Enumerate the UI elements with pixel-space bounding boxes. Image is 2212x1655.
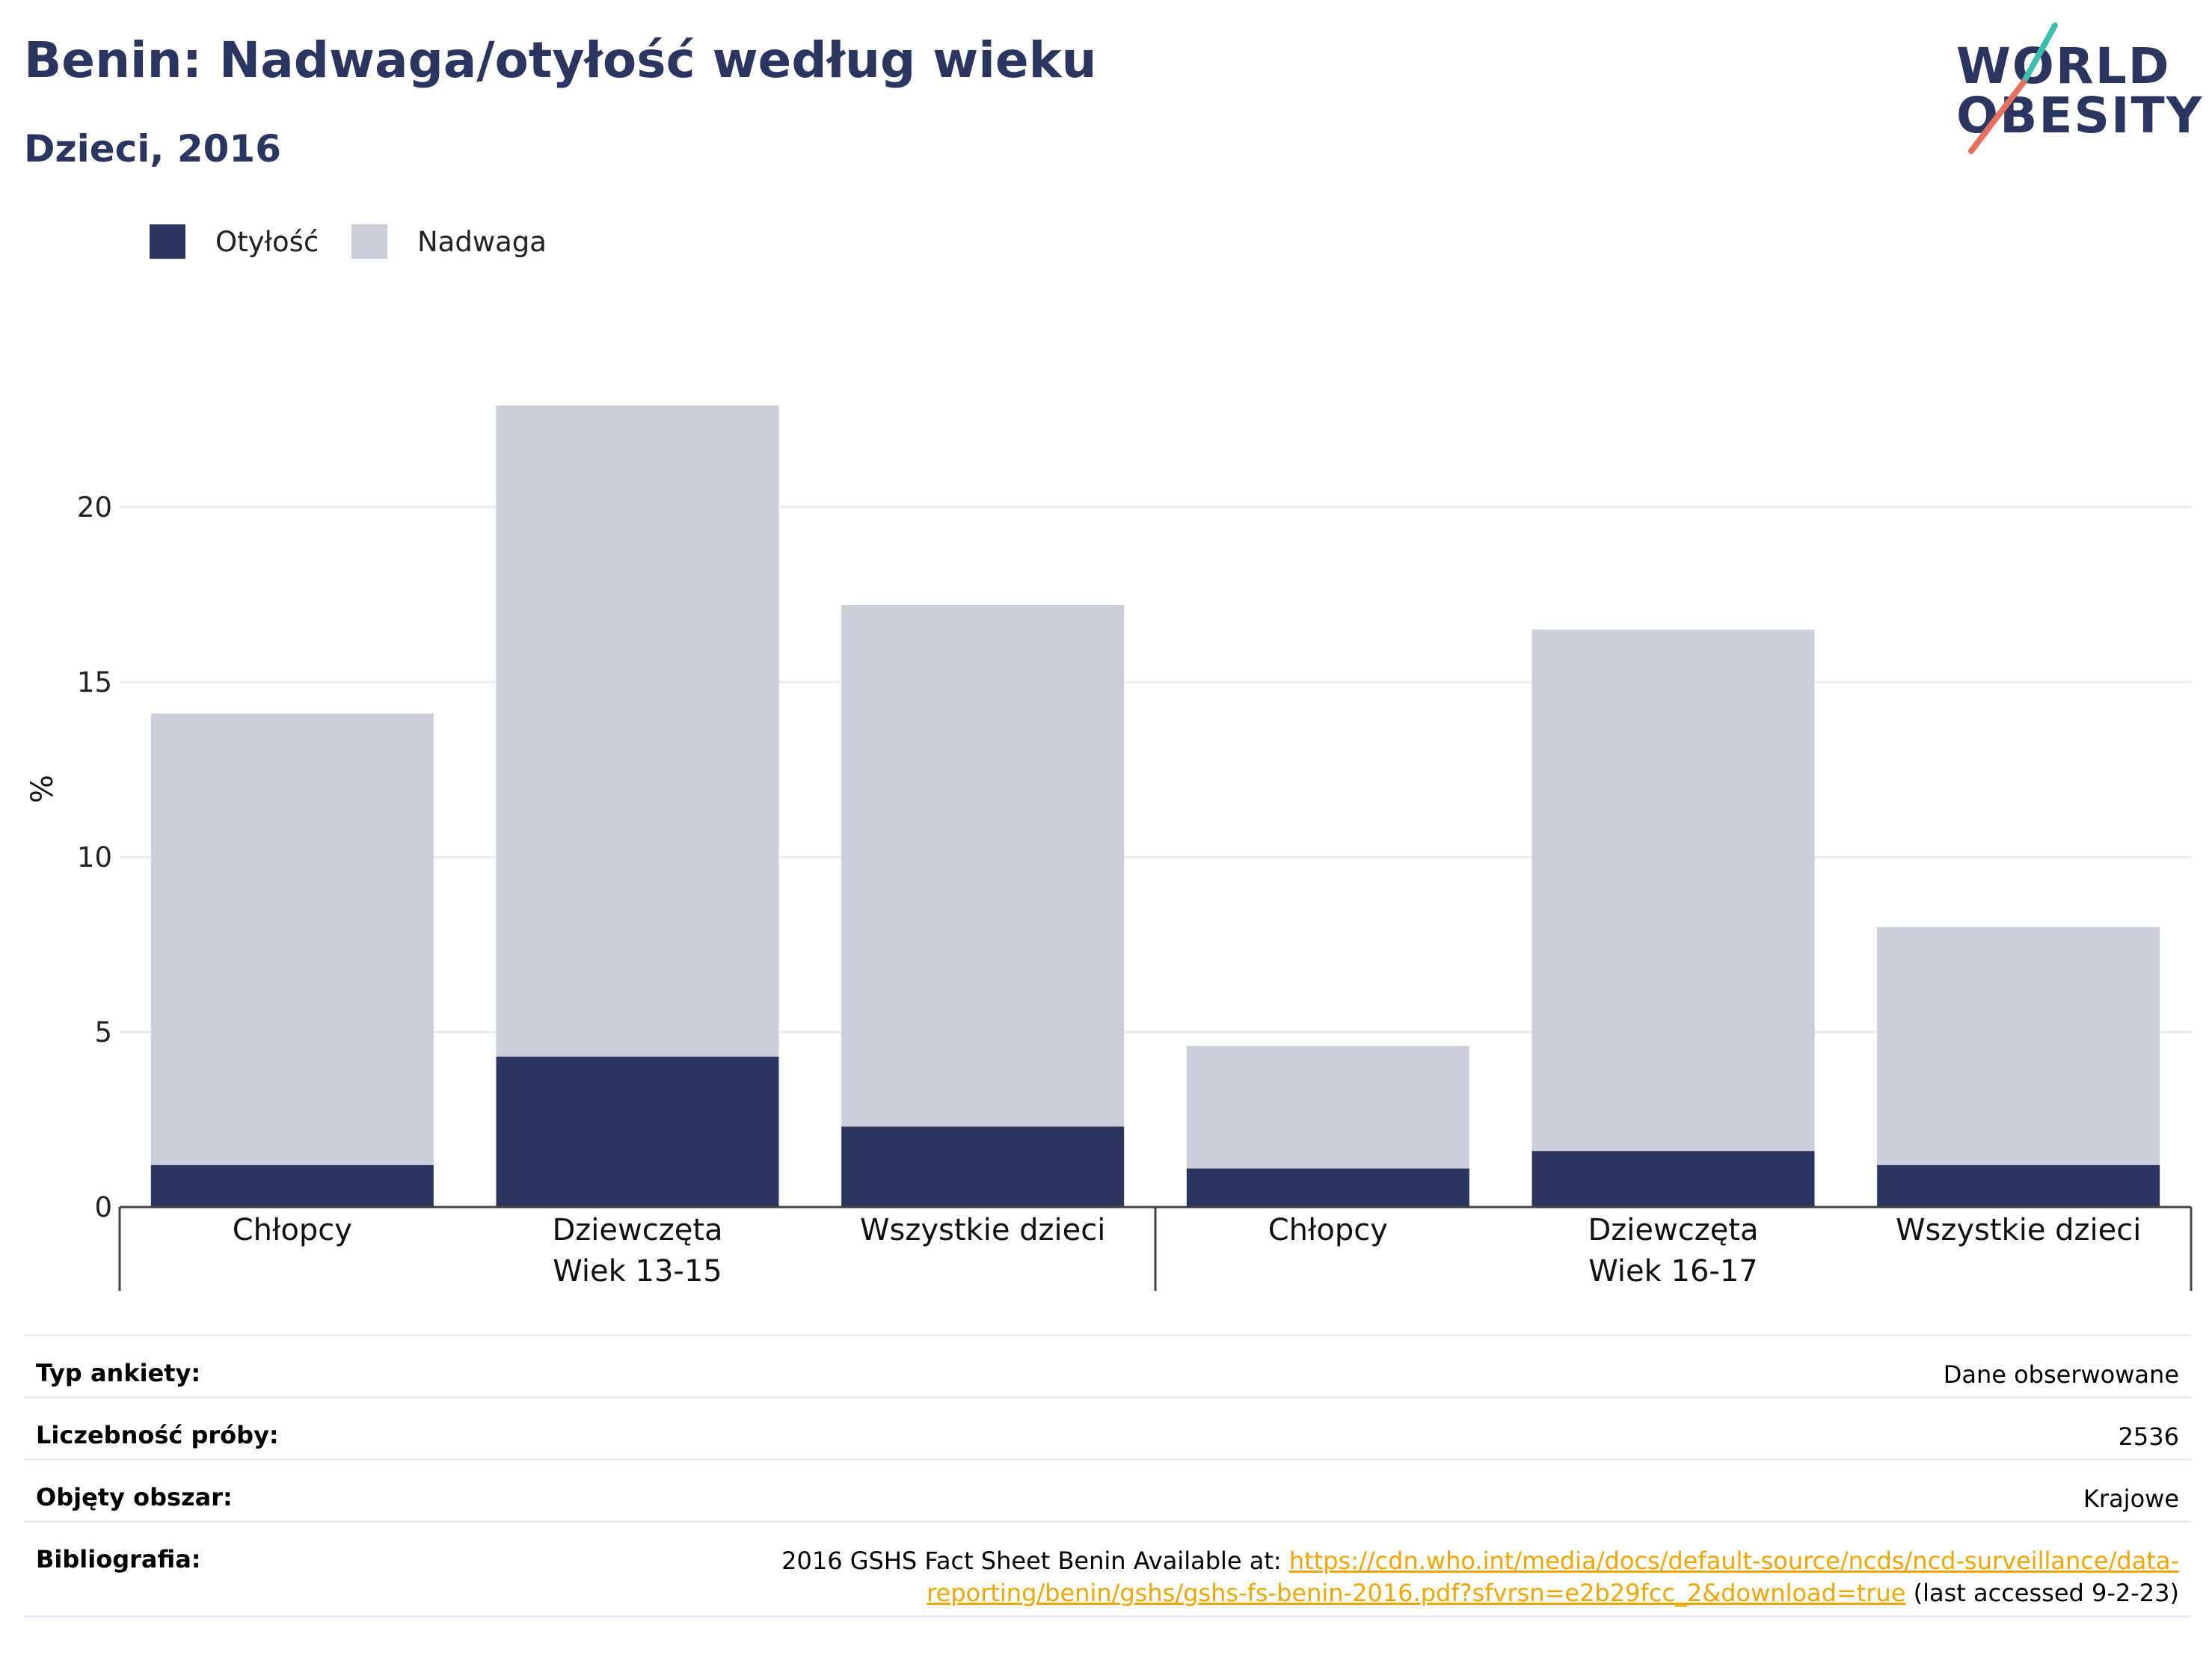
x-category-label: Wszystkie dzieci	[860, 1213, 1105, 1247]
bar-overweight[interactable]	[1877, 927, 2160, 1165]
x-category-label: Chłopcy	[1268, 1213, 1388, 1247]
info-key-sample-size: Liczebność próby:	[36, 1421, 279, 1449]
logo-text-world: WORLD	[1956, 37, 2171, 95]
y-tick-label: 5	[94, 1016, 112, 1048]
info-key-survey-type: Typ ankiety:	[36, 1359, 201, 1387]
y-tick-label: 15	[77, 666, 112, 698]
info-row-bibliography: Bibliografia: 2016 GSHS Fact Sheet Benin…	[24, 1520, 2191, 1618]
info-value-sample-size: 2536	[2118, 1422, 2179, 1451]
info-value-survey-type: Dane obserwowane	[1943, 1360, 2179, 1389]
bar-obesity[interactable]	[841, 1126, 1125, 1207]
bibliography-link-part-1[interactable]: https://cdn.who.int/media/docs/default-s…	[1288, 1547, 2179, 1575]
y-tick-label: 20	[77, 491, 112, 523]
y-tick-label: 10	[77, 841, 112, 873]
bibliography-link-part-2[interactable]: reporting/benin/gshs/gshs-fs-benin-2016.…	[927, 1579, 1906, 1607]
bibliography-suffix: (last accessed 9-2-23)	[1905, 1579, 2179, 1607]
bar-obesity[interactable]	[1877, 1164, 2160, 1207]
info-value-area-covered: Krajowe	[2083, 1484, 2179, 1513]
chart-subtitle: Dzieci, 2016	[24, 127, 281, 171]
info-table: Typ ankiety: Dane obserwowane Liczebność…	[24, 1334, 2191, 1618]
chart-title: Benin: Nadwaga/otyłość według wieku	[24, 31, 1097, 89]
info-key-area-covered: Objęty obszar:	[36, 1483, 233, 1511]
world-obesity-logo: WORLD OBESITY	[1944, 22, 2202, 157]
legend-swatch-overweight	[351, 224, 387, 259]
legend-label-overweight: Nadwaga	[417, 226, 547, 258]
bar-overweight[interactable]	[841, 605, 1125, 1127]
y-axis-title: %	[25, 775, 60, 803]
x-group-label: Wiek 16-17	[1588, 1254, 1758, 1289]
info-row-area-covered: Objęty obszar: Krajowe	[24, 1458, 2191, 1520]
chart-plot: 0 5 10 15 20% Chłopcy Dziewczęta Wszystkie dzie…	[25, 405, 2193, 1291]
bar-obesity[interactable]	[1186, 1168, 1469, 1207]
x-category-label: Dziewczęta	[552, 1213, 722, 1247]
bar-obesity[interactable]	[1531, 1151, 1815, 1207]
bibliography-prefix: 2016 GSHS Fact Sheet Benin Available at:	[781, 1547, 1289, 1575]
info-value-bibliography: 2016 GSHS Fact Sheet Benin Available at:…	[781, 1545, 2179, 1609]
info-row-sample-size: Liczebność próby: 2536	[24, 1396, 2191, 1458]
logo-slash-icon	[1968, 22, 2058, 154]
legend-label-obesity: Otyłość	[215, 226, 319, 258]
bar-obesity[interactable]	[496, 1056, 779, 1207]
legend-swatch-obesity	[150, 224, 185, 259]
bar-obesity[interactable]	[150, 1164, 434, 1207]
y-tick-label: 0	[94, 1191, 112, 1223]
x-category-label: Wszystkie dzieci	[1896, 1213, 2141, 1247]
info-key-bibliography: Bibliografia:	[36, 1545, 201, 1573]
x-category-label: Dziewczęta	[1588, 1213, 1758, 1247]
x-group-label: Wiek 13-15	[553, 1254, 722, 1289]
bar-overweight[interactable]	[496, 405, 779, 1057]
x-category-label: Chłopcy	[233, 1213, 352, 1247]
info-row-survey-type: Typ ankiety: Dane obserwowane	[24, 1334, 2191, 1396]
bar-overweight[interactable]	[150, 713, 434, 1165]
bar-overweight[interactable]	[1186, 1045, 1469, 1169]
bar-overweight[interactable]	[1531, 629, 1815, 1152]
